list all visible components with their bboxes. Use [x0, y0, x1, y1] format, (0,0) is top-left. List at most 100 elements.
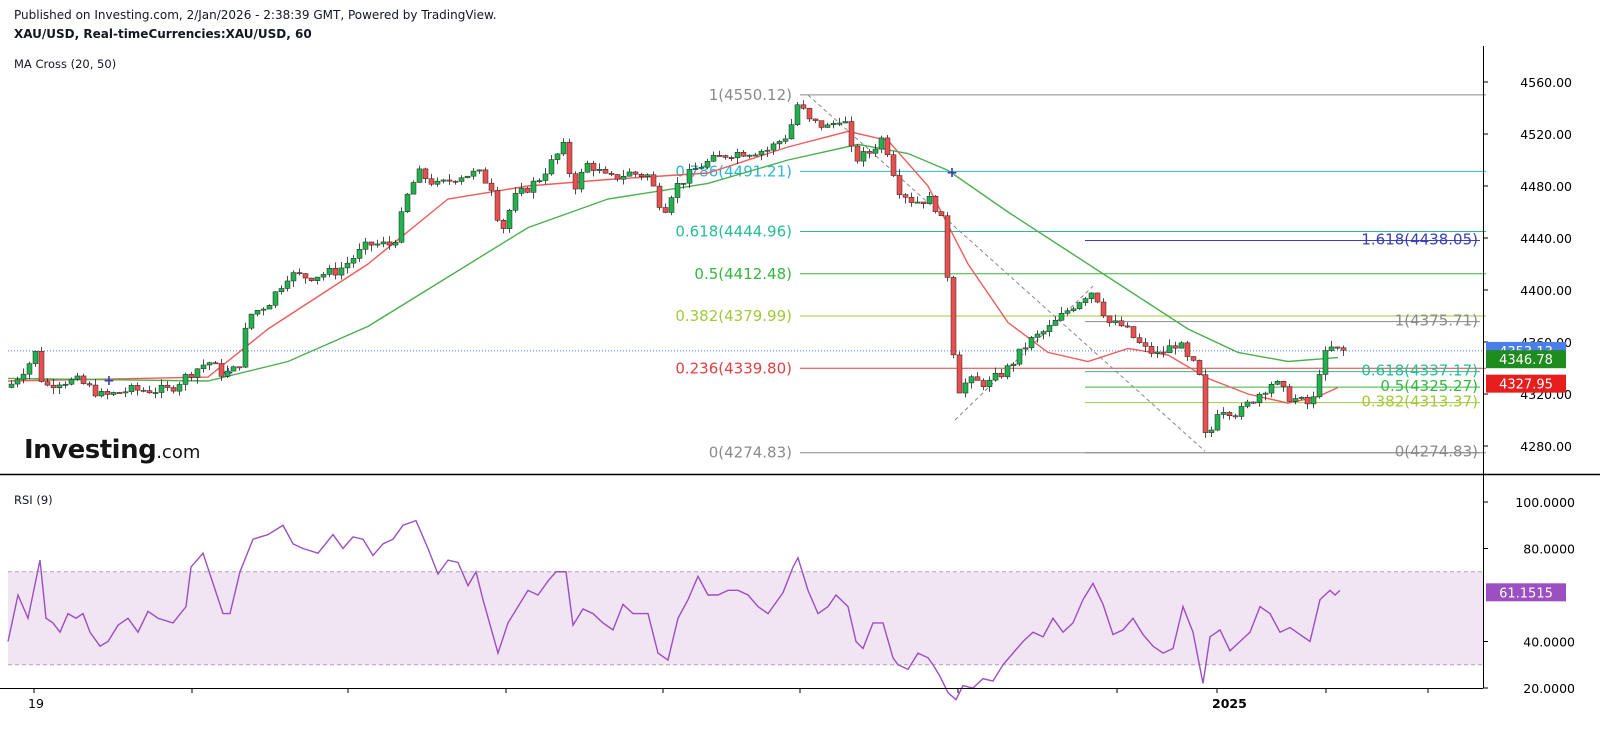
candle-body: [896, 175, 903, 195]
candle-body: [1148, 346, 1155, 354]
candle-body: [1340, 347, 1347, 351]
candle-body: [116, 392, 123, 394]
candle-body: [152, 392, 159, 394]
candle-body: [1028, 337, 1035, 349]
fib-trend-leg: [954, 285, 1094, 421]
candle-body: [218, 363, 225, 377]
candle-body: [1040, 331, 1047, 335]
candle-body: [794, 104, 801, 125]
candle-body: [578, 171, 585, 190]
candle-body: [1094, 292, 1101, 303]
candle-body: [1310, 396, 1317, 405]
rsi-tick-label: 80.0000: [1523, 542, 1575, 557]
candle-body: [764, 149, 771, 152]
candle-body: [350, 258, 357, 264]
candle-body: [992, 373, 999, 381]
candle-body: [782, 138, 789, 142]
price-candles: [8, 100, 1347, 438]
candle-body: [512, 193, 519, 211]
candle-body: [950, 277, 957, 356]
candle-body: [182, 374, 189, 385]
candle-body: [1046, 325, 1053, 332]
candle-body: [704, 160, 711, 168]
candle-body: [290, 272, 297, 282]
candle-body: [434, 180, 441, 185]
candle-body: [68, 378, 75, 385]
candle-body: [1022, 347, 1029, 350]
candle-body: [938, 211, 945, 217]
candle-body: [698, 166, 705, 169]
candle-body: [452, 180, 459, 183]
candle-body: [134, 385, 141, 391]
candle-body: [422, 168, 429, 179]
candle-body: [170, 387, 177, 392]
candle-body: [806, 108, 813, 120]
candle-body: [428, 178, 435, 185]
candle-body: [554, 153, 561, 160]
candle-body: [326, 267, 333, 275]
candle-body: [1256, 393, 1263, 404]
candle-body: [920, 201, 927, 204]
candle-body: [902, 194, 909, 198]
candle-body: [236, 366, 243, 369]
candle-body: [332, 267, 339, 276]
logo-wordmark: Investing: [24, 435, 157, 465]
candle-body: [224, 370, 231, 377]
candle-body: [302, 273, 309, 279]
candle-body: [110, 392, 117, 395]
candle-body: [272, 291, 279, 306]
candle-body: [740, 152, 747, 157]
candle-body: [1124, 325, 1131, 328]
candle-body: [476, 169, 483, 172]
candle-body: [536, 180, 543, 182]
candle-body: [614, 174, 621, 180]
candle-body: [398, 211, 405, 243]
rsi-tick-label: 100.0000: [1515, 495, 1575, 510]
candle-body: [356, 249, 363, 259]
candle-body: [998, 373, 1005, 378]
candle-body: [494, 190, 501, 221]
price-tag-box: [1486, 350, 1566, 369]
candle-body: [488, 182, 495, 191]
candle-body: [8, 383, 15, 388]
fib-extension-label: 0(4274.83): [1395, 443, 1478, 461]
candle-body: [842, 121, 849, 124]
candle-body: [1064, 310, 1071, 314]
candle-body: [524, 187, 531, 193]
rsi-panel: [7, 519, 1483, 701]
ma-cross-label[interactable]: MA Cross (20, 50): [14, 57, 117, 71]
candle-body: [1004, 365, 1011, 378]
candle-body: [866, 151, 873, 154]
candle-body: [38, 350, 45, 382]
rsi-label[interactable]: RSI (9): [14, 493, 53, 507]
candle-body: [308, 277, 315, 281]
candle-body: [344, 262, 351, 269]
ma-cross-marker: +: [103, 373, 115, 389]
candle-body: [788, 124, 795, 140]
fib-extension-label: 1(4375.71): [1395, 312, 1478, 330]
ma-line: [7, 143, 1339, 382]
candle-body: [320, 274, 327, 278]
ma-cross-marker: +: [946, 165, 958, 181]
candle-body: [692, 168, 699, 170]
candle-body: [638, 174, 645, 177]
candle-body: [854, 145, 861, 162]
candle-body: [758, 150, 765, 156]
candle-body: [1076, 302, 1083, 310]
candle-body: [644, 174, 651, 177]
candle-body: [1142, 342, 1149, 347]
candle-body: [890, 154, 897, 176]
candle-body: [296, 272, 303, 275]
rsi-tick-label: 40.0000: [1523, 635, 1575, 650]
candle-body: [266, 305, 273, 310]
candle-body: [254, 310, 261, 315]
candle-body: [884, 137, 891, 155]
price-axis[interactable]: 4560.004520.004480.004440.004400.004360.…: [0, 46, 1600, 711]
candle-body: [878, 137, 885, 150]
candle-body: [1190, 356, 1197, 361]
candle-body: [770, 143, 777, 151]
candle-body: [836, 122, 843, 125]
ma-line: [7, 130, 1339, 404]
rsi-value-tag-label: 61.1515: [1499, 586, 1553, 601]
fib-extension-label: 0.5(4325.27): [1380, 377, 1478, 395]
